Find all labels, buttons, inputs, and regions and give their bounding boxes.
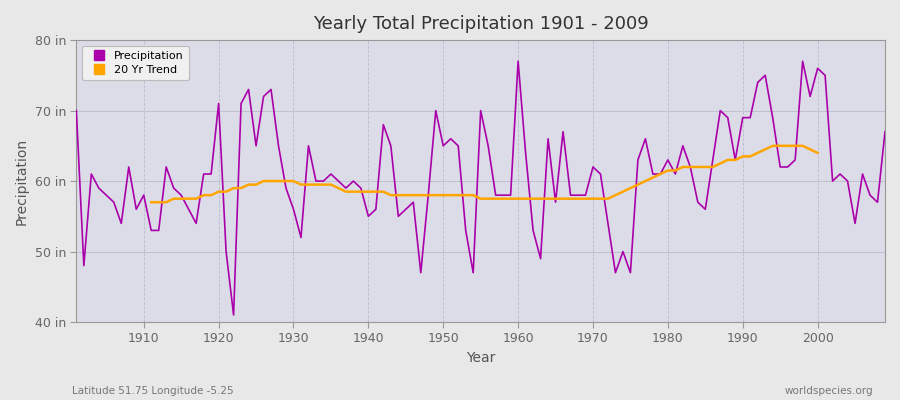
Legend: Precipitation, 20 Yr Trend: Precipitation, 20 Yr Trend	[82, 46, 189, 80]
Title: Yearly Total Precipitation 1901 - 2009: Yearly Total Precipitation 1901 - 2009	[313, 15, 649, 33]
Text: Latitude 51.75 Longitude -5.25: Latitude 51.75 Longitude -5.25	[72, 386, 234, 396]
Y-axis label: Precipitation: Precipitation	[15, 138, 29, 225]
X-axis label: Year: Year	[466, 351, 495, 365]
Text: worldspecies.org: worldspecies.org	[785, 386, 873, 396]
